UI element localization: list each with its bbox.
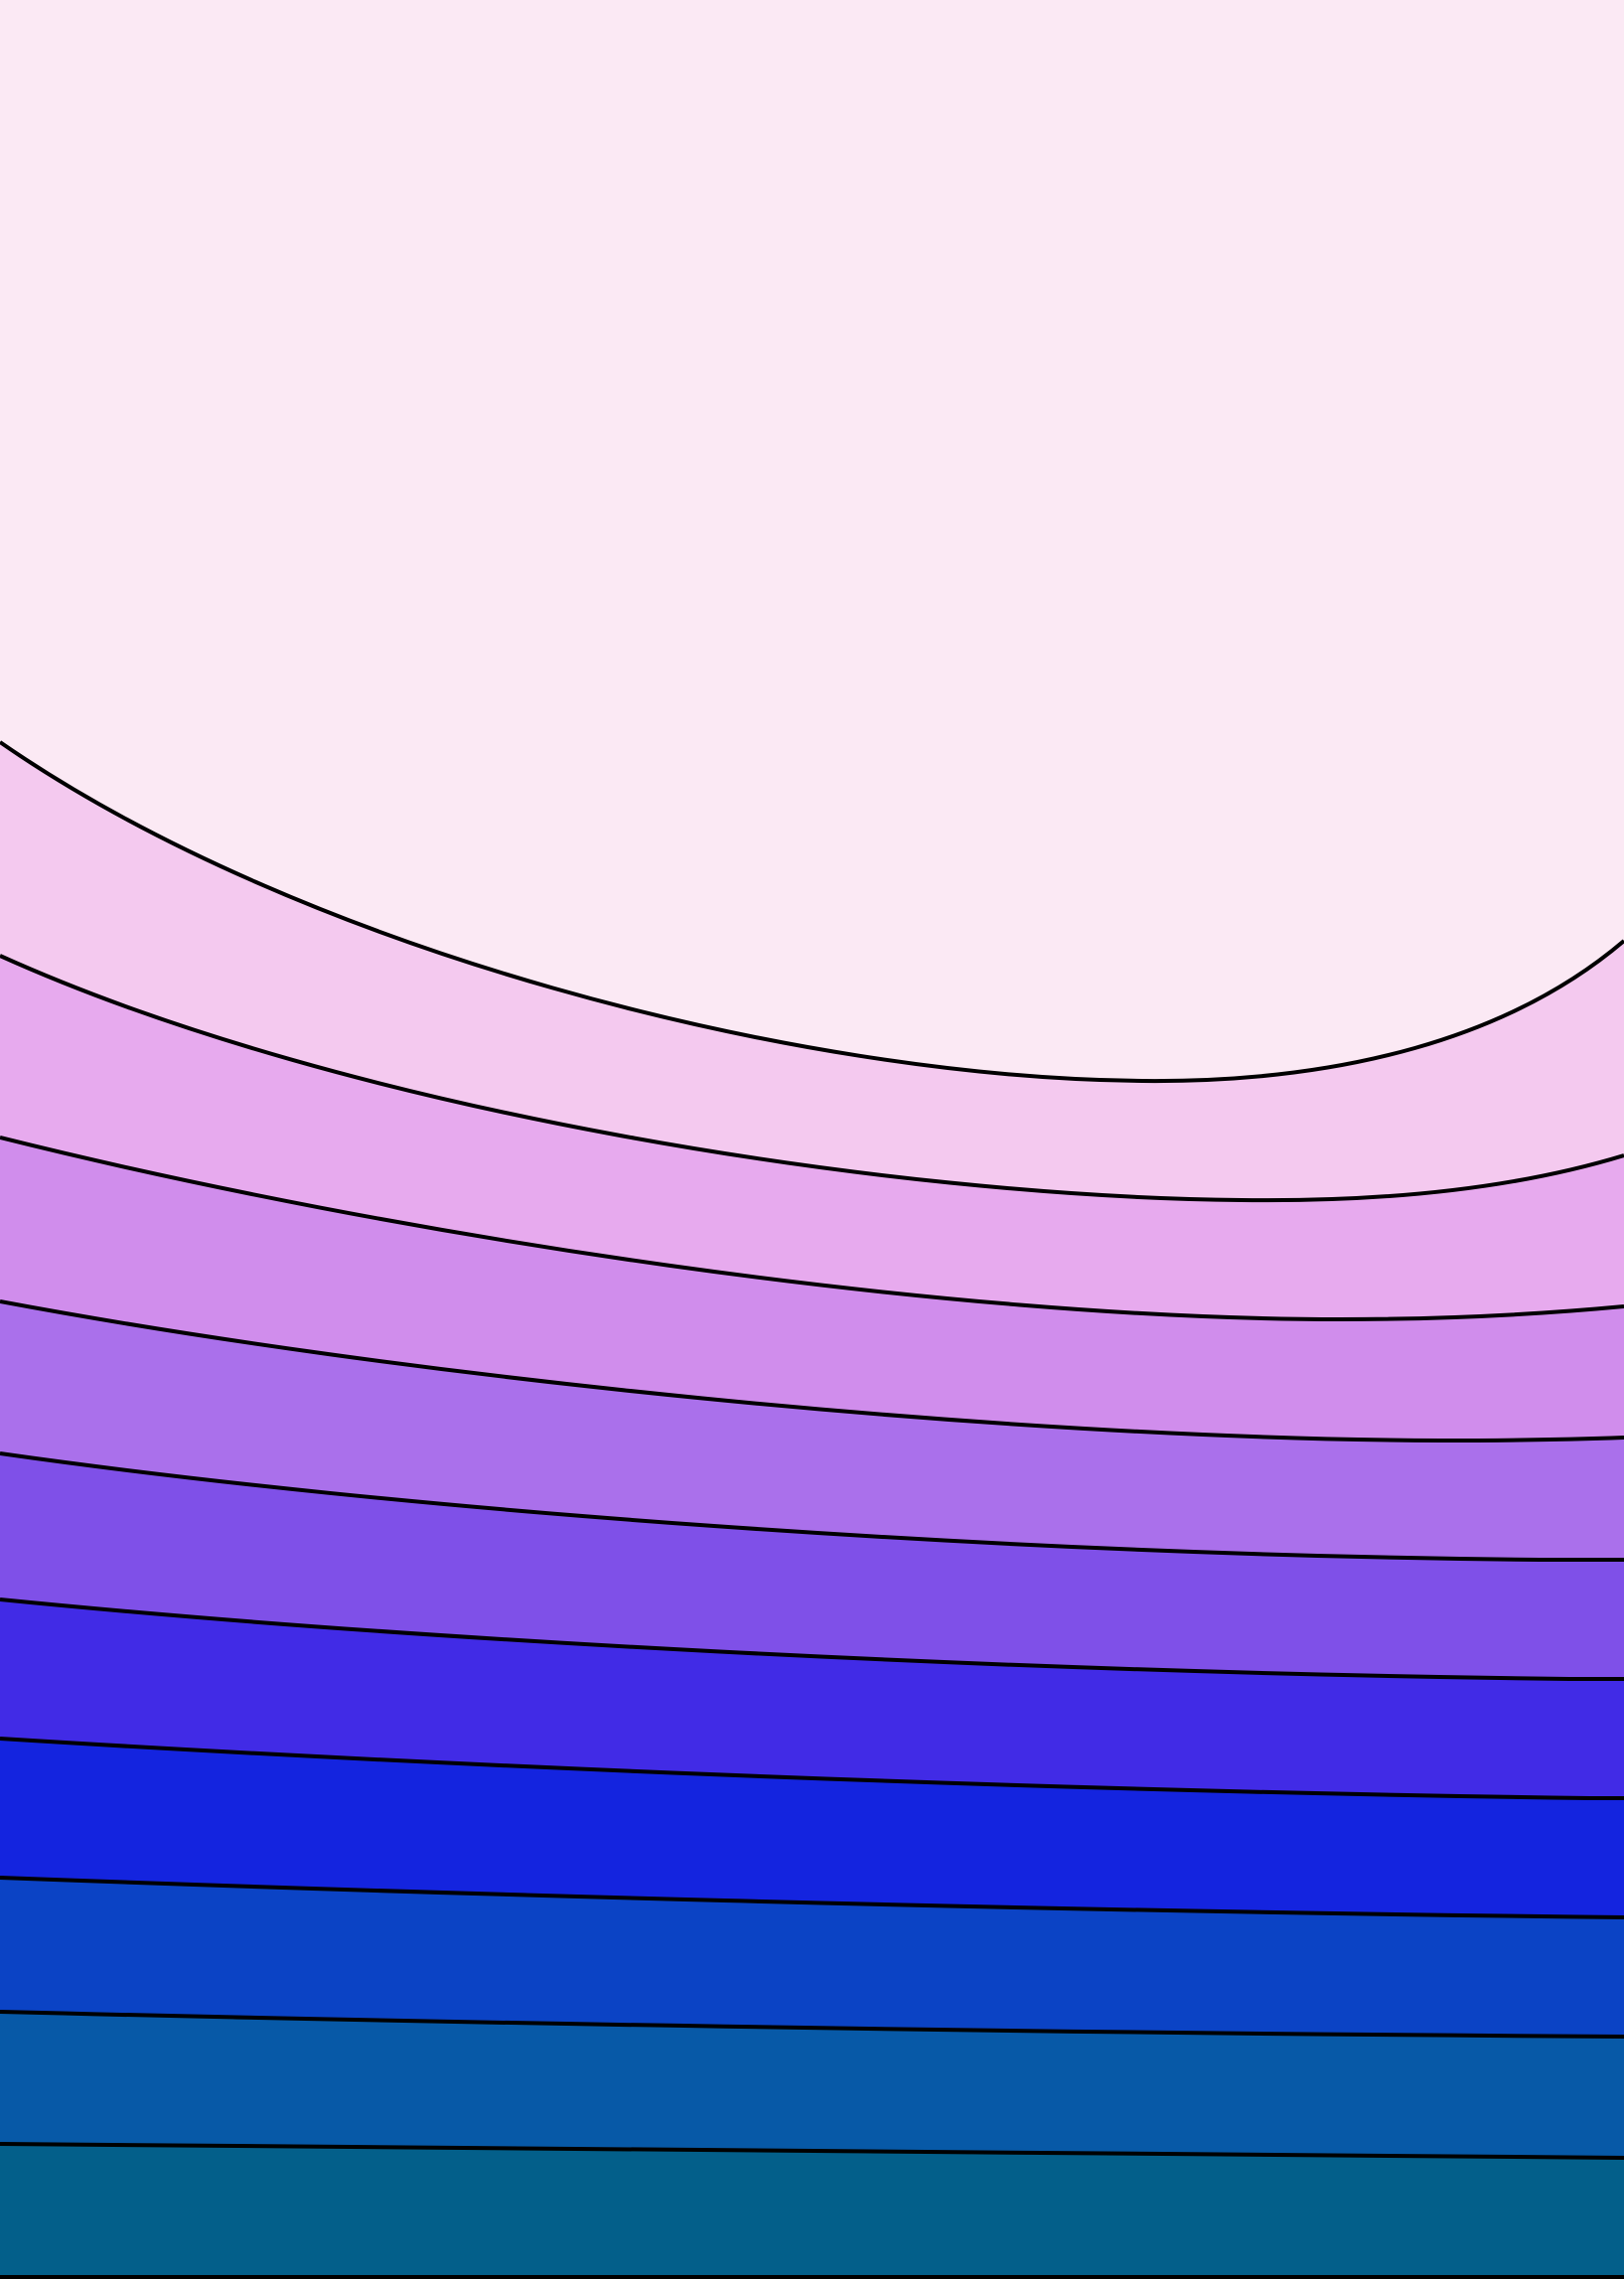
contour-band-1 (0, 0, 1624, 1082)
contour-band-9 (0, 1878, 1624, 2037)
contour-line-1 (0, 740, 1624, 1084)
contour-band-7 (0, 1599, 1624, 1798)
contour-band-3 (0, 956, 1624, 1319)
contour-band-11 (0, 2144, 1624, 2279)
contour-line-5 (0, 1451, 1624, 1562)
contour-line-3 (0, 1136, 1624, 1322)
contour-line-7 (0, 1737, 1624, 1800)
contour-band-4 (0, 1138, 1624, 1441)
contour-band-6 (0, 1453, 1624, 1679)
contour-lines (0, 740, 1624, 2279)
contour-line-9 (0, 2010, 1624, 2039)
contour-line-10 (0, 2142, 1624, 2160)
contour-line-2 (0, 954, 1624, 1203)
contour-band-2 (0, 742, 1624, 1201)
contour-band-10 (0, 2012, 1624, 2158)
contour-line-4 (0, 1299, 1624, 1443)
contour-band-8 (0, 1739, 1624, 1917)
contour-line-8 (0, 1876, 1624, 1919)
contour-line-6 (0, 1597, 1624, 1681)
